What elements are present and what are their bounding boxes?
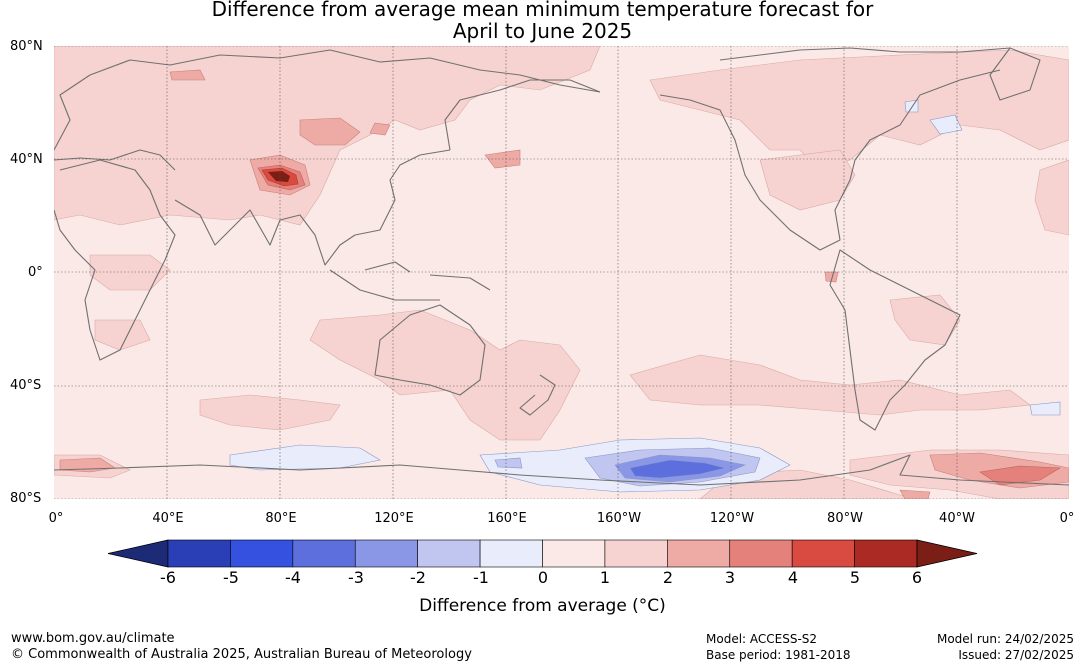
lon-label-120w: 120°W	[709, 511, 755, 526]
colorbar-tick: -3	[348, 568, 364, 587]
colorbar-segment	[230, 539, 294, 568]
lon-label-40w: 40°W	[939, 511, 975, 526]
colorbar-segment	[729, 539, 793, 568]
colorbar-tick: 5	[849, 568, 861, 587]
lat-label-80s: 80°S	[10, 491, 42, 506]
colorbar-segment	[354, 539, 418, 568]
lon-label-160w: 160°W	[596, 511, 642, 526]
lon-label-80w: 80°W	[827, 511, 863, 526]
anomaly-gt6-region	[268, 171, 290, 182]
lon-label-0-east: 0°	[1059, 511, 1075, 526]
lat-label-40n: 40°N	[10, 152, 43, 167]
lat-label-40s: 40°S	[10, 378, 42, 393]
footer-copyright: © Commonwealth of Australia 2025, Austra…	[11, 647, 472, 662]
lon-label-0-west: 0°	[48, 511, 64, 526]
lat-label-0: 0°	[28, 265, 43, 280]
colorbar-segment	[417, 539, 481, 568]
lon-label-160e: 160°E	[487, 511, 527, 526]
colorbar-tick: -1	[473, 568, 489, 587]
colorbar-tick: 3	[724, 568, 736, 587]
colorbar-segment	[542, 539, 606, 568]
anomaly-negative-regions	[229, 99, 1061, 493]
map-title-line-2: April to June 2025	[452, 19, 633, 43]
colorbar-tick: 0	[537, 568, 549, 587]
colorbar-segment	[854, 539, 918, 568]
colorbar-tick: 2	[662, 568, 674, 587]
colorbar-segment	[604, 539, 668, 568]
colorbar-segment	[292, 539, 356, 568]
colorbar-tick: 1	[599, 568, 611, 587]
colorbar-tick: -5	[223, 568, 239, 587]
lon-label-40e: 40°E	[152, 511, 184, 526]
footer-url: www.bom.gov.au/climate	[11, 631, 175, 646]
colorbar-segment	[791, 539, 855, 568]
colorbar-tick: -6	[160, 568, 176, 587]
gridlines	[54, 46, 1069, 499]
colorbar-tick: -2	[410, 568, 426, 587]
colorbar-tick: 6	[911, 568, 923, 587]
lat-label-80n: 80°N	[10, 39, 43, 54]
map-title-line-1: Difference from average mean minimum tem…	[211, 0, 874, 21]
footer-model-run: Model run: 24/02/2025	[936, 632, 1074, 646]
colorbar-tick: 4	[787, 568, 799, 587]
colorbar-extension-low	[107, 539, 169, 568]
colorbar-segment	[667, 539, 731, 568]
colorbar-extension-high	[916, 539, 978, 568]
colorbar-segment	[167, 539, 231, 568]
colorbar-label: Difference from average (°C)	[419, 596, 666, 616]
footer-issued: Issued: 27/02/2025	[958, 648, 1074, 662]
footer-model: Model: ACCESS-S2	[706, 632, 818, 646]
colorbar-tick: -4	[285, 568, 301, 587]
lon-label-120e: 120°E	[374, 511, 414, 526]
colorbar-segment	[479, 539, 543, 568]
footer-base-period: Base period: 1981-2018	[706, 648, 851, 662]
lon-label-80e: 80°E	[265, 511, 297, 526]
